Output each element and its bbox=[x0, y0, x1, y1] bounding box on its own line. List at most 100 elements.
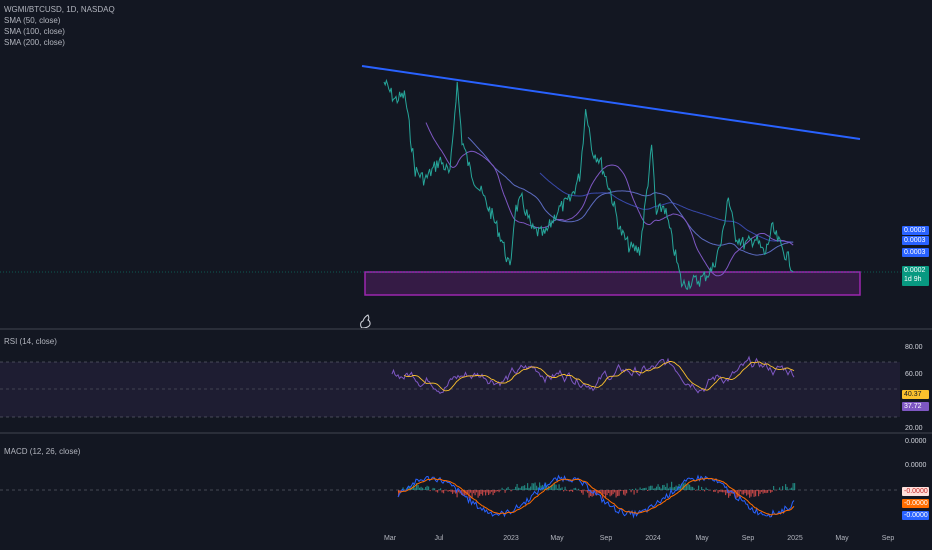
price-line bbox=[383, 78, 794, 290]
macd-hist-bar bbox=[513, 489, 515, 490]
macd-pane[interactable]: MACD (12, 26, close) 0.0000 0.0000 -0.00… bbox=[0, 434, 932, 532]
macd-hist-bar bbox=[720, 490, 722, 493]
macd-hist-bar bbox=[668, 488, 670, 490]
macd-hist-bar bbox=[786, 486, 788, 490]
sma-50-legend[interactable]: SMA (50, close) bbox=[4, 16, 61, 25]
macd-hist-bar bbox=[456, 490, 458, 498]
macd-hist-bar bbox=[708, 490, 710, 491]
macd-hist-bar bbox=[552, 484, 554, 490]
time-label: 2023 bbox=[503, 535, 519, 542]
sma-200-legend[interactable]: SMA (200, close) bbox=[4, 38, 65, 47]
macd-hist-bar bbox=[501, 487, 503, 490]
support-zone-box[interactable] bbox=[364, 271, 861, 296]
macd-hist-bar bbox=[461, 490, 463, 495]
macd-hist-bar bbox=[557, 488, 559, 490]
macd-hist-bar bbox=[695, 490, 697, 491]
rsi-pane[interactable]: RSI (14, close) 80.00 60.00 20.00 40.37 … bbox=[0, 330, 932, 432]
macd-hist-bar bbox=[633, 490, 635, 495]
macd-hist-bar bbox=[656, 486, 658, 490]
sma-50-line bbox=[425, 122, 794, 277]
macd-hist-bar bbox=[642, 488, 644, 490]
macd-hist-bar bbox=[462, 490, 464, 496]
macd-hist-bar bbox=[527, 483, 529, 490]
rsi-value-tag: 37.72 bbox=[902, 402, 929, 411]
macd-hist-bar bbox=[654, 488, 656, 490]
macd-hist-bar bbox=[687, 483, 689, 490]
macd-hist-bar bbox=[503, 489, 505, 490]
price-chart[interactable] bbox=[0, 0, 932, 328]
macd-hist-bar bbox=[434, 488, 436, 490]
macd-hist-bar bbox=[528, 487, 530, 490]
last-price-tag: 0.0002 1d 9h bbox=[902, 266, 929, 286]
macd-hist-bar bbox=[504, 490, 506, 493]
rsi-legend[interactable]: RSI (14, close) bbox=[4, 337, 57, 346]
macd-hist-bar bbox=[624, 490, 626, 496]
macd-hist-bar bbox=[560, 488, 562, 490]
macd-hist-bar bbox=[663, 484, 665, 490]
macd-hist-bar bbox=[443, 490, 445, 494]
macd-hist-bar bbox=[716, 489, 718, 490]
macd-hist-bar bbox=[429, 490, 431, 492]
macd-hist-bar bbox=[782, 486, 784, 490]
macd-hist-bar bbox=[606, 490, 608, 495]
macd-level-top: 0.0000 bbox=[905, 438, 927, 445]
macd-hist-bar bbox=[723, 490, 725, 493]
macd-hist-bar bbox=[740, 490, 742, 492]
macd-hist-bar bbox=[417, 484, 419, 490]
macd-hist-bar bbox=[705, 487, 707, 490]
macd-hist-bar bbox=[440, 488, 442, 490]
macd-hist-bar bbox=[794, 483, 796, 490]
macd-hist-bar bbox=[641, 489, 643, 490]
macd-hist-bar bbox=[791, 487, 793, 490]
macd-hist-bar bbox=[759, 490, 761, 494]
macd-chart[interactable] bbox=[0, 434, 932, 532]
macd-hist-bar bbox=[602, 490, 604, 499]
macd-hist-bar bbox=[620, 490, 622, 492]
rsi-chart[interactable] bbox=[0, 330, 932, 432]
macd-hist-bar bbox=[648, 486, 650, 490]
macd-hist-bar bbox=[479, 490, 481, 496]
macd-hist-bar bbox=[644, 488, 646, 490]
macd-hist-bar bbox=[452, 490, 454, 494]
macd-hist-bar bbox=[537, 487, 539, 490]
macd-hist-bar bbox=[498, 490, 500, 493]
macd-hist-bar bbox=[713, 490, 715, 492]
time-label: Jul bbox=[434, 535, 444, 542]
macd-hist-bar bbox=[485, 490, 487, 496]
macd-hist-bar bbox=[483, 490, 485, 493]
descending-trendline[interactable] bbox=[361, 65, 861, 140]
pane-separator[interactable] bbox=[0, 432, 932, 434]
macd-hist-bar bbox=[743, 490, 745, 495]
macd-hist-bar bbox=[495, 490, 497, 492]
price-pane[interactable]: WGMI/BTCUSD, 1D, NASDAQ SMA (50, close) … bbox=[0, 0, 932, 329]
macd-hist-bar bbox=[768, 490, 770, 491]
price-tag-sma-1: 0.0003 bbox=[902, 226, 929, 235]
macd-hist-bar bbox=[510, 490, 512, 492]
macd-hist-bar bbox=[729, 490, 731, 496]
macd-hist-bar bbox=[581, 490, 583, 493]
pane-separator[interactable] bbox=[0, 328, 932, 330]
macd-hist-bar bbox=[531, 483, 533, 490]
macd-hist-bar bbox=[734, 490, 736, 494]
macd-hist-bar bbox=[474, 490, 476, 496]
macd-hist-bar bbox=[662, 485, 664, 490]
macd-hist-bar bbox=[629, 489, 631, 490]
symbol-title[interactable]: WGMI/BTCUSD, 1D, NASDAQ bbox=[4, 5, 115, 14]
macd-hist-bar bbox=[414, 487, 416, 490]
sma-100-legend[interactable]: SMA (100, close) bbox=[4, 27, 65, 36]
macd-hist-bar bbox=[717, 490, 719, 494]
macd-legend[interactable]: MACD (12, 26, close) bbox=[4, 447, 81, 456]
signal-line bbox=[397, 477, 795, 516]
macd-hist-bar bbox=[441, 490, 443, 493]
macd-hist-bar bbox=[519, 488, 521, 490]
macd-hist-bar bbox=[509, 489, 511, 490]
macd-hist-bar bbox=[750, 490, 752, 497]
macd-hist-bar bbox=[744, 490, 746, 494]
tradingview-logo-icon[interactable] bbox=[359, 313, 373, 329]
macd-hist-bar bbox=[408, 485, 410, 490]
sma-100-line bbox=[467, 136, 794, 256]
rsi-level-60: 60.00 bbox=[905, 371, 923, 378]
macd-hist-bar bbox=[566, 490, 568, 491]
macd-hist-bar bbox=[596, 490, 598, 496]
macd-hist-bar bbox=[438, 489, 440, 490]
